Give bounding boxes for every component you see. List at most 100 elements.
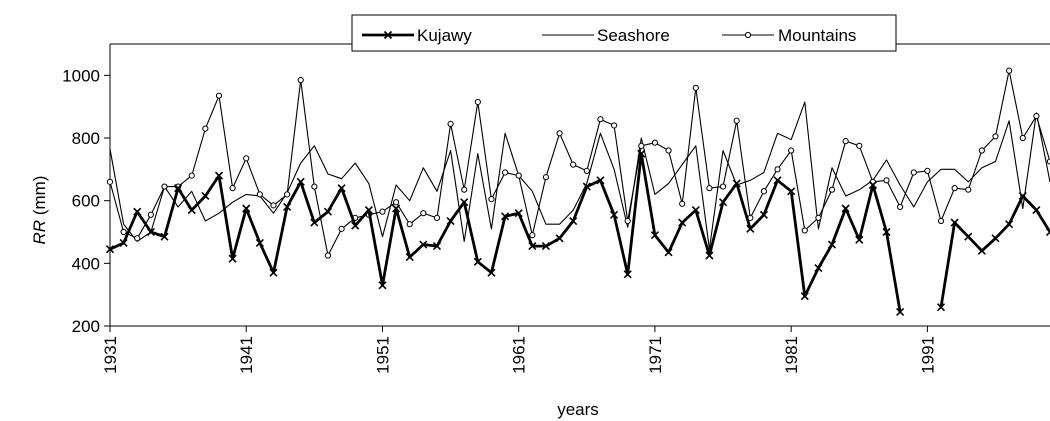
data-point-kujawy (882, 227, 891, 237)
data-point-kujawy (1032, 206, 1041, 215)
data-point-kujawy (582, 182, 591, 191)
data-point-kujawy (201, 191, 210, 201)
data-point-mountains (624, 217, 631, 225)
data-point-mountains (284, 191, 291, 198)
data-point-kujawy (950, 218, 959, 227)
legend-items: Kujawy Seashore Mountains (362, 26, 856, 45)
data-point-mountains (243, 155, 250, 162)
data-point-kujawy (269, 268, 278, 277)
data-point-mountains (297, 76, 304, 84)
data-point-mountains (161, 183, 168, 190)
data-point-mountains (515, 172, 522, 179)
data-point-mountains (556, 130, 563, 137)
data-point-kujawy (555, 234, 564, 243)
data-point-mountains (379, 208, 386, 215)
series-seashore (109, 101, 1050, 250)
data-point-kujawy (691, 206, 700, 215)
data-point-mountains (760, 188, 768, 195)
data-point-mountains (461, 186, 468, 193)
data-point-mountains (774, 166, 781, 173)
data-point-mountains (433, 214, 441, 221)
series-line-kujawy (109, 152, 902, 313)
series-line-seashore (109, 101, 1050, 250)
data-point-mountains (488, 196, 495, 203)
legend: Kujawy Seashore Mountains (351, 14, 897, 52)
x-tick-label: 1961 (510, 336, 529, 374)
data-point-kujawy (528, 242, 537, 251)
data-point-mountains (542, 174, 550, 181)
x-tick-label: 1971 (646, 336, 665, 374)
y-tick-label: 400 (72, 254, 100, 273)
data-point-kujawy (255, 238, 264, 248)
data-point-kujawy (378, 281, 387, 290)
data-point-mountains (120, 228, 127, 236)
data-point-mountains (188, 172, 195, 179)
data-point-mountains (992, 133, 999, 140)
data-point-mountains (134, 235, 141, 242)
data-point-kujawy (623, 270, 632, 279)
legend-label-seashore: Seashore (597, 26, 670, 45)
data-point-mountains (910, 169, 917, 176)
data-point-kujawy (473, 257, 482, 266)
data-point-kujawy (296, 177, 305, 186)
data-point-kujawy (868, 180, 877, 190)
data-point-mountains (883, 177, 890, 184)
x-tick-label: 1981 (782, 336, 801, 374)
data-point-kujawy (841, 204, 850, 213)
data-point-mountains (229, 185, 236, 192)
data-point-kujawy (392, 204, 401, 213)
legend-box (351, 14, 897, 52)
x-tick-label: 1941 (237, 336, 256, 374)
data-point-mountains (951, 185, 958, 192)
data-point-mountains (311, 183, 318, 190)
data-point-mountains (529, 232, 536, 239)
data-point-kujawy (637, 149, 646, 158)
data-point-kujawy (323, 207, 333, 216)
data-point-mountains (392, 199, 400, 206)
data-point-kujawy (310, 218, 319, 227)
data-point-kujawy (664, 248, 673, 257)
data-point-kujawy (242, 204, 251, 213)
data-point-kujawy (759, 210, 768, 219)
y-axis-title: RR (mm) (30, 176, 49, 245)
data-point-kujawy (133, 207, 142, 216)
data-point-kujawy (160, 232, 169, 241)
data-point-kujawy (487, 268, 496, 277)
data-point-kujawy (569, 216, 578, 226)
data-point-kujawy (964, 232, 973, 241)
data-point-kujawy (214, 171, 224, 180)
data-point-kujawy (1045, 227, 1050, 237)
data-point-kujawy (405, 253, 414, 262)
data-point-mountains (406, 221, 413, 228)
data-point-kujawy (991, 234, 1000, 243)
series-kujawy (105, 149, 1050, 316)
data-point-kujawy (596, 176, 605, 185)
data-point-mountains (897, 203, 904, 211)
data-point-kujawy (541, 242, 551, 251)
data-point-kujawy (432, 242, 442, 251)
data-point-kujawy (460, 198, 469, 207)
data-point-kujawy (705, 251, 714, 260)
x-axis-title: years (557, 400, 599, 419)
data-point-kujawy (977, 246, 986, 255)
y-tick-label: 1000 (62, 66, 100, 85)
data-point-mountains (856, 142, 863, 149)
data-point-kujawy (650, 231, 659, 240)
data-point-kujawy (364, 206, 373, 215)
data-point-kujawy (827, 240, 837, 249)
data-point-kujawy (800, 292, 809, 301)
y-tick-label: 600 (72, 192, 100, 211)
data-point-mountains (719, 183, 727, 190)
data-point-kujawy (787, 187, 796, 196)
data-point-kujawy (146, 227, 155, 237)
data-point-kujawy (105, 245, 115, 254)
data-point-kujawy (514, 209, 523, 218)
data-point-mountains (597, 116, 604, 123)
data-point-mountains (679, 200, 686, 207)
data-point-mountains (801, 227, 808, 234)
data-point-mountains (420, 210, 427, 217)
legend-label-mountains: Mountains (778, 26, 856, 45)
data-point-kujawy (936, 303, 946, 312)
data-point-kujawy (187, 206, 196, 215)
